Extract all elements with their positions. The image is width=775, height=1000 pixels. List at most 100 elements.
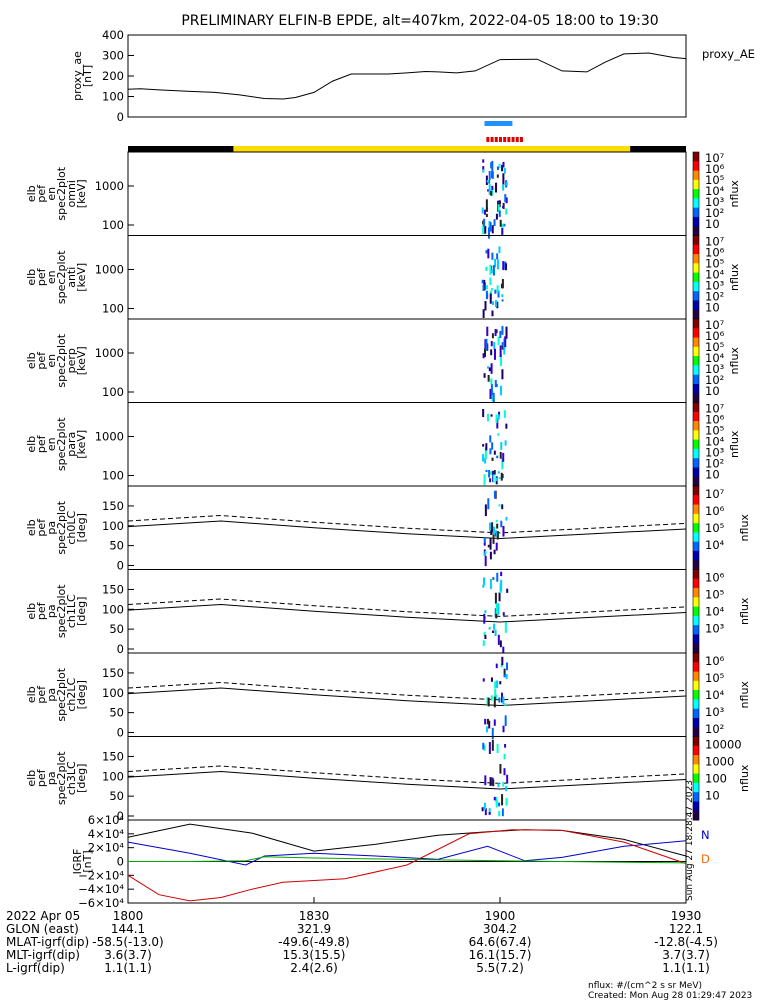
colorbar-tick-label: 10³ — [705, 279, 725, 293]
heatmap-cell — [499, 451, 502, 459]
colorbar-segment — [693, 541, 699, 552]
colorbar-tick-label: 10⁴ — [705, 605, 725, 619]
heatmap-cell — [501, 692, 504, 703]
heatmap-cell — [502, 261, 505, 271]
heatmap-cell — [493, 470, 496, 475]
heatmap-cell — [496, 285, 499, 293]
heatmap-cell — [498, 246, 501, 254]
colorbar-segment — [693, 680, 699, 691]
pa-ytick-label: 150 — [102, 666, 124, 680]
heatmap-cell — [498, 476, 501, 480]
heatmap-cell — [483, 474, 486, 485]
heatmap-cell — [501, 227, 504, 235]
spectra-ylabel-line: en — [45, 270, 58, 284]
spin-mark — [515, 137, 519, 142]
pa-ytick-label: 0 — [117, 642, 124, 656]
colorbar-segment — [693, 643, 699, 654]
igrf-series-line — [127, 829, 687, 902]
heatmap-cell — [484, 301, 487, 311]
loss-cone-line — [127, 770, 687, 790]
heatmap-cell — [483, 632, 486, 636]
heatmap-cell — [496, 572, 499, 582]
colorbar-tick-label: 10⁴ — [705, 351, 725, 365]
colorbar-segment — [693, 189, 699, 199]
heatmap-cell — [485, 290, 488, 300]
igrf-ytick-label: −6×10⁴ — [78, 896, 124, 910]
pa-ylabel-line: elb — [25, 770, 38, 787]
colorbar-segment — [693, 727, 699, 737]
heatmap-cell — [481, 207, 484, 214]
heatmap-cell — [492, 630, 495, 633]
ephemeris-row-label: 2022 Apr 05 — [6, 909, 80, 923]
colorbar-tick-label: 10⁶ — [705, 571, 725, 585]
heatmap-cell — [491, 739, 494, 751]
heatmap-cell — [497, 433, 500, 436]
igrf-ytick-label: −2×10⁴ — [78, 868, 124, 882]
colorbar-top-label: 10⁷ — [705, 318, 725, 332]
colorbar-segment — [693, 615, 699, 626]
spectra-panel-frame — [127, 318, 687, 403]
heatmap-cell — [499, 219, 502, 227]
colorbar-segment — [693, 782, 699, 793]
igrf-ytick-label: 4×10⁴ — [88, 827, 125, 841]
colorbar-tick-label: 10² — [705, 373, 724, 387]
colorbar-segment — [693, 597, 699, 608]
heatmap-cell — [503, 674, 506, 678]
colorbar-segment — [693, 634, 699, 645]
ephemeris-value: 1800 — [113, 909, 144, 923]
colorbar-segment — [693, 383, 699, 394]
heatmap-cell — [484, 225, 487, 234]
heatmap-cell — [496, 743, 499, 754]
heatmap-cell — [490, 288, 493, 291]
spin-mark — [519, 137, 523, 142]
colorbar-segment — [693, 448, 699, 459]
heatmap-cell — [482, 453, 485, 462]
igrf-ytick-label: 2×10⁴ — [88, 841, 125, 855]
heatmap-cell — [488, 808, 491, 815]
pa-ytick-label: 0 — [117, 726, 124, 740]
colorbar-segment — [693, 550, 699, 561]
ephemeris-value: 5.5(7.2) — [476, 961, 524, 975]
pa-ylabel-line: ch1LC — [65, 594, 78, 628]
ephemeris-value: 64.6(67.4) — [469, 935, 532, 949]
colorbar-segment — [693, 328, 699, 339]
units-footnote: nflux: #/(cm^2 s sr MeV) — [588, 981, 702, 991]
loss-cone-line — [127, 520, 687, 540]
pa-ytick-label: 50 — [109, 789, 124, 803]
heatmap-cell — [483, 577, 486, 586]
colorbar-segment — [693, 198, 699, 209]
heatmap-cell — [497, 414, 500, 420]
colorbar-segment — [693, 532, 699, 543]
colorbar-tick-label: 10⁵ — [705, 340, 725, 354]
ephemeris-value: 1930 — [671, 909, 702, 923]
heatmap-cell — [498, 802, 501, 807]
colorbar-segment — [693, 421, 699, 431]
colorbar-segment — [693, 486, 699, 496]
pa-ytick-label: 0 — [117, 809, 124, 823]
spin-mark — [494, 137, 498, 142]
colorbar-tick-label: 10⁵ — [705, 173, 725, 187]
colorbar-tick-label: 10⁴ — [705, 538, 725, 552]
heatmap-cell — [494, 608, 497, 618]
colorbar-segment — [693, 764, 699, 775]
colorbar-tick-label: 10⁵ — [705, 424, 725, 438]
heatmap-cell — [505, 208, 508, 215]
heatmap-cell — [492, 265, 495, 276]
heatmap-cell — [494, 328, 497, 337]
ae-panel-frame — [127, 34, 687, 118]
heatmap-cell — [496, 253, 499, 260]
spectra-ylabel-line: anti — [65, 267, 78, 288]
colorbar-segment — [693, 291, 699, 301]
colorbar-segment — [693, 717, 699, 728]
heatmap-cell — [492, 474, 495, 483]
igrf-ytick-label: 6×10⁴ — [88, 813, 125, 827]
colorbar-segment — [693, 504, 699, 515]
loss-cone-line — [127, 603, 687, 623]
igrf-ylabel-line: [nT] — [81, 850, 94, 872]
heatmap-cell — [501, 794, 504, 806]
heatmap-cell — [505, 197, 508, 204]
colorbar-tick-label: 10⁶ — [705, 329, 725, 343]
colorbar-tick-label: 1000 — [705, 755, 734, 769]
colorbar-segment — [693, 337, 699, 348]
ae-ylabel-line: [nT] — [81, 65, 94, 87]
